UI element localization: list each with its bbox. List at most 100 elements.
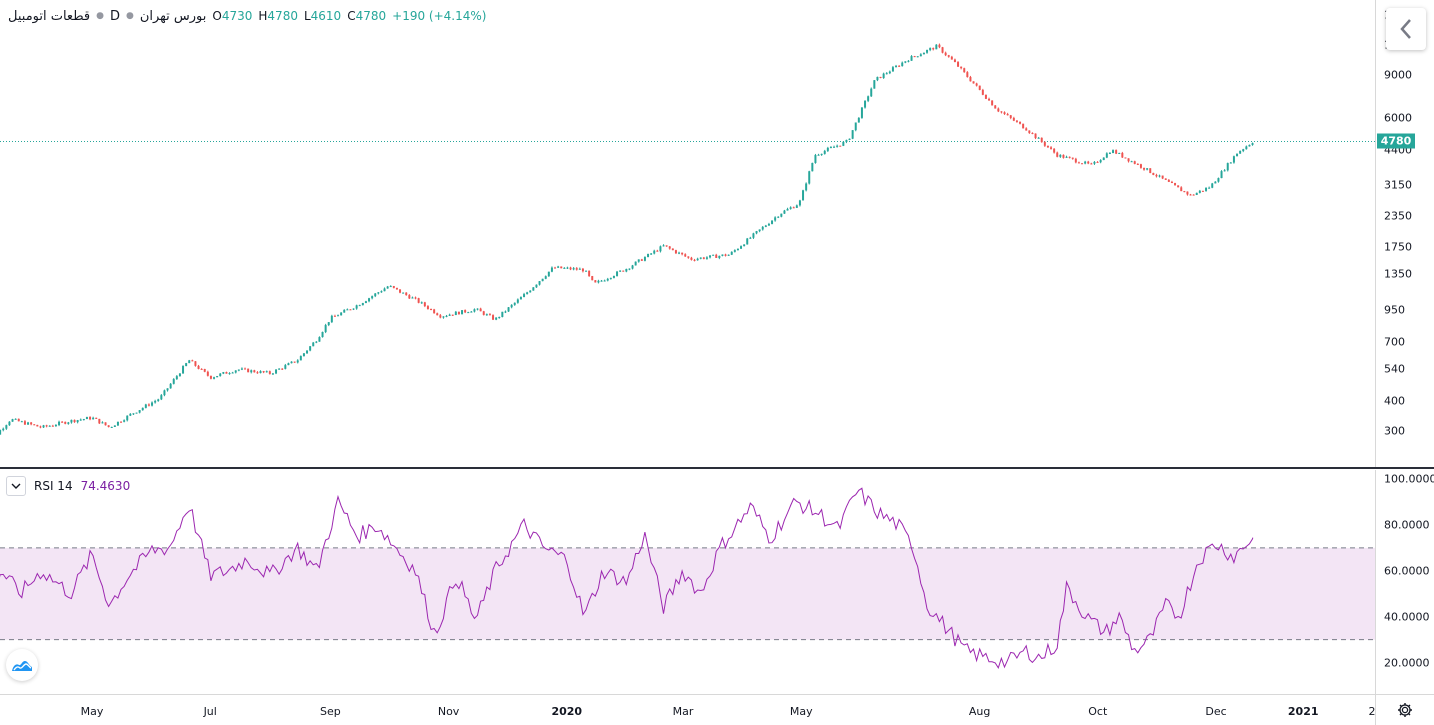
candle-body [82, 419, 85, 421]
candle-body [771, 220, 774, 224]
candle-body [1093, 161, 1096, 164]
candle-body [1161, 175, 1164, 179]
candle-body [284, 365, 287, 369]
candle-body [1136, 163, 1139, 165]
time-tick-label: Mar [672, 705, 694, 718]
candle-body [966, 72, 969, 78]
candle-body [476, 308, 479, 310]
candle-body [727, 254, 730, 256]
candle-body [1133, 161, 1136, 164]
candle-body [67, 422, 70, 424]
candle-body [507, 307, 510, 312]
candle-body [377, 292, 380, 294]
candle-body [560, 266, 563, 269]
candle-body [309, 346, 312, 351]
candle-body [392, 286, 395, 288]
logo-button[interactable] [6, 649, 38, 681]
price-axis[interactable]: 1600012000900060004400315023501750135095… [1375, 0, 1434, 467]
price-chart-canvas[interactable] [0, 0, 1375, 467]
candle-body [188, 360, 191, 364]
candle-body [473, 309, 476, 312]
candle-body [811, 162, 814, 172]
candle-body [11, 419, 14, 422]
candle-body [504, 311, 507, 313]
candle-body [58, 421, 61, 426]
candle-body [479, 308, 482, 312]
candle-body [327, 322, 330, 326]
candle-body [1050, 147, 1053, 149]
candle-body [386, 286, 389, 289]
candle-body [1127, 158, 1130, 162]
candle-body [1146, 168, 1149, 170]
rsi-band-fill [0, 547, 1375, 640]
candle-body [736, 248, 739, 251]
candle-body [1164, 178, 1167, 180]
candle-body [265, 371, 268, 373]
candle-body [442, 316, 445, 318]
price-chart-pane[interactable]: قطعات اتومبیل ● D ● بورس تهران O4730 H47… [0, 0, 1375, 467]
candle-body [851, 130, 854, 139]
candle-body [464, 310, 467, 313]
candle-body [1022, 123, 1025, 129]
candle-body [337, 315, 340, 317]
candle-body [2, 428, 5, 431]
candle-body [216, 376, 219, 378]
candle-body [572, 268, 575, 270]
candle-body [597, 280, 600, 283]
candle-body [445, 315, 448, 317]
candle-body [1118, 152, 1121, 154]
candle-body [389, 286, 392, 288]
rsi-pane[interactable]: RSI 14 74.4630 [0, 470, 1375, 694]
candle-body [120, 421, 123, 423]
candle-body [544, 276, 547, 279]
candle-body [383, 288, 386, 292]
candle-body [271, 373, 274, 375]
candle-body [355, 305, 358, 309]
candle-body [1115, 150, 1118, 154]
candle-body [132, 413, 135, 415]
candle-body [888, 71, 891, 74]
candle-body [891, 67, 894, 72]
price-tick-label: 3150 [1384, 178, 1412, 192]
collapse-panel-button[interactable] [1386, 8, 1426, 50]
candle-body [178, 373, 181, 377]
candle-body [175, 376, 178, 380]
time-axis[interactable]: May Jul Sep Nov 2020 Mar May Aug Oct Dec 2021 2 [0, 694, 1376, 725]
candle-body [321, 331, 324, 338]
candle-body [603, 280, 606, 282]
candle-body [743, 244, 746, 247]
tradingview-logo-icon [11, 658, 33, 672]
candle-body [591, 276, 594, 281]
candles-group [0, 43, 1254, 435]
price-tick-label: 400 [1384, 394, 1405, 408]
candle-body [1009, 115, 1012, 118]
candle-body [867, 96, 870, 101]
price-tick-label: 1350 [1384, 267, 1412, 281]
ohlc-high: H4780 [258, 9, 298, 23]
candle-body [805, 183, 808, 191]
candle-body [371, 296, 374, 299]
candle-body [678, 252, 681, 254]
candle-body [994, 105, 997, 109]
rsi-collapse-button[interactable] [6, 476, 26, 496]
candle-body [436, 313, 439, 316]
chart-settings-button[interactable] [1396, 701, 1414, 719]
legend-separator: ● [125, 11, 134, 21]
candle-body [566, 267, 569, 269]
candle-body [358, 305, 361, 307]
candle-body [302, 353, 305, 357]
candle-body [346, 309, 349, 311]
pane-separator[interactable] [0, 467, 1434, 469]
rsi-canvas[interactable] [0, 470, 1375, 694]
candle-body [901, 62, 904, 67]
candle-body [492, 315, 495, 320]
candle-body [783, 210, 786, 214]
candle-body [1186, 191, 1189, 195]
candle-body [563, 267, 566, 269]
rsi-axis[interactable]: 100.0000 80.0000 60.0000 40.0000 20.0000 [1375, 470, 1434, 694]
candle-body [612, 275, 615, 278]
candle-body [523, 294, 526, 298]
candle-body [191, 360, 194, 362]
candle-body [746, 238, 749, 245]
price-tick-label: 2350 [1384, 209, 1412, 223]
